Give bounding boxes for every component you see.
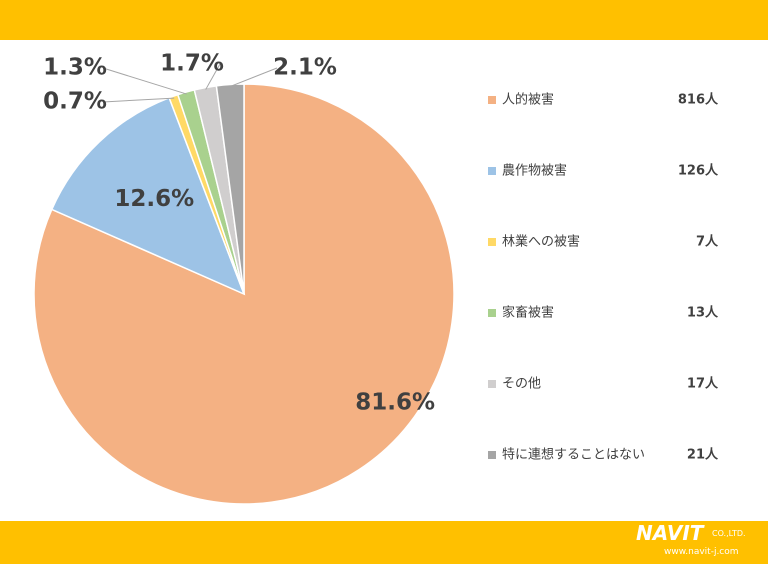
legend-count: 7人: [696, 234, 719, 250]
legend-count: 126人: [678, 163, 719, 179]
legend-label: 人的被害: [502, 92, 554, 108]
legend-count: 13人: [687, 305, 719, 321]
legend-label: 林業への被害: [502, 234, 580, 250]
legend-label: その他: [502, 377, 541, 392]
top-bar: [0, 0, 768, 40]
legend-swatch: [488, 96, 496, 104]
leader-line: [102, 97, 175, 103]
leader-line: [230, 67, 278, 87]
bottom-bar: [0, 521, 768, 564]
legend-count: 21人: [687, 447, 719, 463]
legend-swatch: [488, 238, 496, 246]
data-label: 0.7%: [43, 89, 107, 115]
company: CO.,LTD.: [712, 529, 746, 538]
legend-label: 家畜被害: [502, 305, 554, 321]
data-label: 1.3%: [43, 55, 107, 81]
leader-line: [102, 67, 187, 95]
legend-count: 816人: [678, 92, 719, 108]
data-label: 2.1%: [273, 55, 337, 81]
legend-swatch: [488, 380, 496, 388]
legend-label: 特に連想することはない: [502, 447, 645, 463]
leader-line: [205, 63, 221, 90]
data-label: 1.7%: [160, 51, 224, 77]
logo: NAVIT: [636, 521, 705, 545]
legend-swatch: [488, 309, 496, 317]
data-label: 12.6%: [114, 186, 194, 212]
legend-label: 農作物被害: [502, 163, 567, 179]
pie-slice: [215, 83, 245, 295]
data-label: 81.6%: [355, 390, 435, 416]
legend-swatch: [488, 167, 496, 175]
legend-swatch: [488, 451, 496, 459]
legend-count: 17人: [687, 376, 719, 392]
url: www.navit-j.com: [664, 547, 739, 557]
pie-slice: [50, 96, 246, 296]
